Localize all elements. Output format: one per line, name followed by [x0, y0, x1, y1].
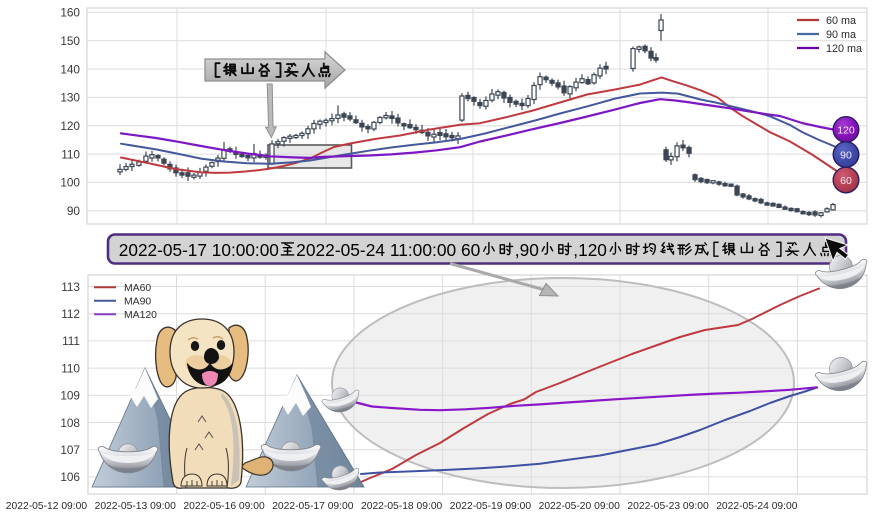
svg-text:MA120: MA120	[124, 310, 157, 321]
svg-text:2022-05-12 09:00: 2022-05-12 09:00	[6, 501, 88, 512]
svg-text:109: 109	[60, 389, 80, 403]
svg-text:113: 113	[61, 280, 80, 294]
svg-text:150: 150	[60, 34, 80, 48]
svg-text:160: 160	[60, 6, 80, 20]
svg-text:90: 90	[840, 149, 852, 161]
svg-text:111: 111	[62, 334, 80, 348]
svg-text:2022-05-20 09:00: 2022-05-20 09:00	[539, 501, 621, 512]
svg-text:2022-05-17 09:00: 2022-05-17 09:00	[272, 501, 354, 512]
svg-text:2022-05-24 09:00: 2022-05-24 09:00	[716, 501, 798, 512]
svg-text:2022-05-16 09:00: 2022-05-16 09:00	[183, 501, 265, 512]
svg-text:2022-05-13 09:00: 2022-05-13 09:00	[95, 501, 177, 512]
svg-text:107: 107	[60, 443, 80, 457]
svg-text:110: 110	[61, 361, 80, 375]
svg-text:90 ma: 90 ma	[826, 29, 856, 41]
svg-text:90: 90	[67, 204, 81, 218]
svg-text:108: 108	[60, 416, 80, 430]
svg-text:2022-05-23 09:00: 2022-05-23 09:00	[627, 501, 709, 512]
svg-text:MA90: MA90	[124, 297, 151, 308]
svg-text:2022-05-24 11:00:00 60: 2022-05-24 11:00:00 60	[296, 240, 480, 260]
svg-text:130: 130	[60, 91, 80, 105]
svg-text:,90: ,90	[515, 240, 539, 260]
svg-text:140: 140	[60, 62, 80, 76]
svg-text:2022-05-19 09:00: 2022-05-19 09:00	[450, 501, 532, 512]
svg-text:110: 110	[61, 147, 80, 161]
svg-text:106: 106	[60, 470, 80, 484]
svg-text:2022-05-17 10:00:00: 2022-05-17 10:00:00	[119, 240, 279, 260]
svg-text:100: 100	[60, 176, 80, 190]
svg-text:60: 60	[840, 175, 852, 187]
svg-text:112: 112	[61, 307, 80, 321]
svg-text:120 ma: 120 ma	[826, 43, 862, 55]
svg-text:MA60: MA60	[124, 283, 151, 294]
svg-text:,120: ,120	[573, 240, 607, 260]
svg-text:120: 120	[837, 124, 855, 136]
svg-text:2022-05-18 09:00: 2022-05-18 09:00	[361, 501, 443, 512]
svg-text:60 ma: 60 ma	[826, 15, 856, 27]
svg-text:120: 120	[60, 119, 80, 133]
